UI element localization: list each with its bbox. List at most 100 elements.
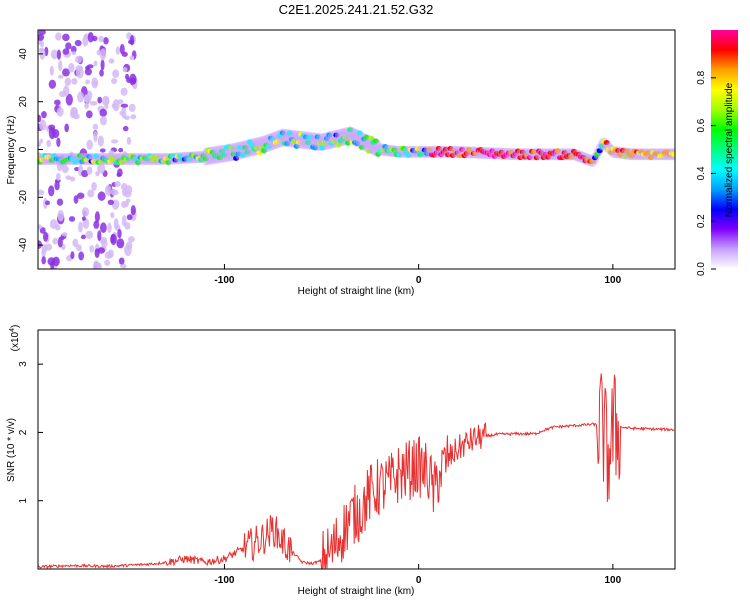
heatmap-noise-cell — [125, 73, 130, 80]
heatmap-noise-cell — [56, 107, 64, 117]
heatmap-noise-cell — [114, 181, 121, 188]
heatmap-noise-cell — [78, 221, 83, 233]
spectrogram-x-tick-label: 0 — [416, 275, 422, 286]
heatmap-noise-cell — [38, 189, 45, 196]
heatmap-noise-cell — [93, 130, 98, 143]
heatmap-noise-cell — [48, 185, 55, 197]
heatmap-noise-cell — [120, 87, 128, 96]
heatmap-noise-cell — [39, 138, 44, 144]
colorbar: 0.0 0.2 0.4 0.6 0.8 Normalized spectral ampl… — [696, 30, 738, 276]
heatmap-noise-cell — [46, 139, 52, 148]
spectrogram-frame — [37, 29, 676, 270]
snr-x-label: Height of straight line (km) — [298, 586, 415, 597]
heatmap-noise-cell — [84, 67, 92, 76]
heatmap-noise-cell — [92, 123, 99, 130]
heatmap-noise-cell — [72, 238, 79, 248]
heatmap-noise-cell — [89, 245, 95, 253]
spectrogram-y-tick-label: 20 — [18, 96, 29, 108]
heatmap-noise-cell — [93, 220, 100, 229]
heatmap-noise-cell — [61, 232, 68, 237]
heatmap-noise-cell — [38, 240, 43, 249]
heatmap-noise-cell — [99, 48, 107, 61]
heatmap-noise-cell — [125, 198, 131, 203]
snr-y-tick-label: 2 — [18, 429, 29, 435]
snr-panel: -100 0 100 1 2 3 Height of straight line (km)… — [6, 325, 676, 597]
heatmap-noise-cell — [82, 35, 89, 47]
heatmap-noise-cell — [75, 55, 83, 64]
heatmap-noise-cell — [97, 135, 104, 147]
heatmap-noise-cell — [115, 46, 121, 55]
heatmap-noise-cell — [87, 189, 95, 198]
heatmap-noise-cell — [116, 172, 122, 177]
heatmap-noise-cell — [85, 79, 90, 85]
heatmap-noise-cell — [76, 244, 82, 252]
heatmap-noise-cell — [89, 101, 98, 106]
spectrogram-y-tick-label: -20 — [18, 190, 29, 205]
heatmap-noise-cell — [94, 211, 100, 223]
snr-x-tick-label: 100 — [605, 575, 622, 586]
heatmap-noise-cell — [42, 231, 49, 242]
heatmap-noise-cell — [56, 198, 64, 206]
heatmap-noise-cell — [112, 69, 120, 79]
heatmap-noise-cell — [101, 239, 108, 248]
heatmap-noise-cell — [116, 238, 125, 249]
spectrogram-y-tick-label: 0 — [18, 146, 29, 152]
heatmap-noise-cell — [68, 216, 76, 222]
spectrogram-y-tick-label: 40 — [18, 48, 29, 60]
heatmap-noise-cell — [123, 115, 131, 120]
heatmap-noise-cell — [130, 114, 137, 120]
snr-frame — [37, 329, 676, 570]
heatmap-noise-cell — [107, 249, 114, 259]
heatmap-noise-cell — [84, 94, 92, 104]
heatmap-noise-cell — [119, 43, 125, 55]
heatmap-noise-cell — [55, 172, 61, 181]
heatmap-noise-cell — [107, 222, 112, 234]
heatmap-noise-cell — [118, 147, 124, 153]
heatmap-noise-cell — [91, 35, 98, 42]
heatmap-noise-cell — [126, 136, 132, 145]
heatmap-noise-cell — [49, 218, 58, 230]
heatmap-noise-cell — [38, 33, 45, 41]
heatmap-noise-cell — [92, 81, 98, 86]
heatmap-noise-cell — [117, 228, 122, 239]
spectrogram-heatmap — [38, 30, 675, 269]
colorbar-tick-label: 0.4 — [696, 166, 707, 180]
heatmap-noise-cell — [58, 60, 63, 72]
heatmap-noise-cell — [75, 65, 83, 72]
spectrogram-x-label: Height of straight line (km) — [298, 286, 415, 297]
heatmap-noise-cell — [129, 55, 135, 61]
colorbar-tick-label: 0.6 — [696, 118, 707, 132]
snr-x-tick-label: 0 — [416, 575, 422, 586]
heatmap-noise-cell — [48, 79, 57, 89]
heatmap-noise-cell — [86, 166, 93, 175]
heatmap-noise-cell — [100, 59, 105, 71]
heatmap-noise-cell — [124, 222, 131, 230]
heatmap-noise-cell — [57, 74, 64, 79]
heatmap-noise-cell — [56, 137, 61, 148]
heatmap-noise-cell — [80, 234, 86, 240]
heatmap-noise-cell — [111, 103, 118, 109]
heatmap-noise-cell — [122, 125, 129, 132]
heatmap-noise-cell — [38, 142, 42, 147]
heatmap-noise-cell — [97, 230, 102, 242]
heatmap-noise-cell — [99, 222, 107, 234]
chart-title: C2E1.2025.241.21.52.G32 — [279, 2, 434, 17]
spectrogram-x-tick-label: -100 — [214, 275, 234, 286]
heatmap-ridge-cell — [671, 151, 675, 157]
heatmap-noise-cell — [99, 108, 108, 117]
heatmap-noise-cell — [44, 243, 53, 251]
heatmap-noise-cell — [48, 124, 56, 131]
heatmap-noise-cell — [120, 103, 129, 108]
heatmap-noise-cell — [130, 77, 137, 84]
heatmap-noise-cell — [85, 230, 94, 239]
heatmap-noise-cell — [87, 31, 94, 43]
heatmap-noise-cell — [84, 102, 89, 109]
heatmap-noise-cell — [104, 259, 111, 266]
heatmap-noise-cell — [97, 96, 103, 104]
heatmap-noise-cell — [132, 83, 138, 90]
heatmap-noise-cell — [104, 104, 109, 110]
heatmap-noise-cell — [76, 192, 85, 200]
heatmap-noise-cell — [93, 60, 98, 67]
heatmap-noise-cell — [50, 49, 59, 60]
